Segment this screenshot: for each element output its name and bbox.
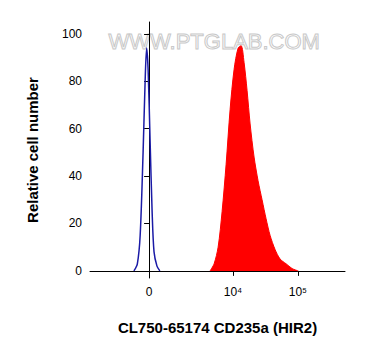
svg-text:100: 100 — [62, 27, 82, 41]
svg-text:40: 40 — [69, 169, 83, 183]
svg-text:CL750-65174 CD235a (HIR2): CL750-65174 CD235a (HIR2) — [118, 319, 317, 336]
svg-text:80: 80 — [69, 74, 83, 88]
svg-text:Relative cell number: Relative cell number — [24, 77, 41, 223]
svg-text:0: 0 — [146, 285, 153, 299]
svg-text:20: 20 — [69, 216, 83, 230]
svg-text:10⁵: 10⁵ — [289, 285, 307, 299]
svg-text:60: 60 — [69, 122, 83, 136]
svg-text:10⁴: 10⁴ — [224, 285, 243, 299]
svg-text:0: 0 — [75, 264, 82, 278]
svg-text:WWW.PTGLAB.COM: WWW.PTGLAB.COM — [109, 29, 320, 54]
